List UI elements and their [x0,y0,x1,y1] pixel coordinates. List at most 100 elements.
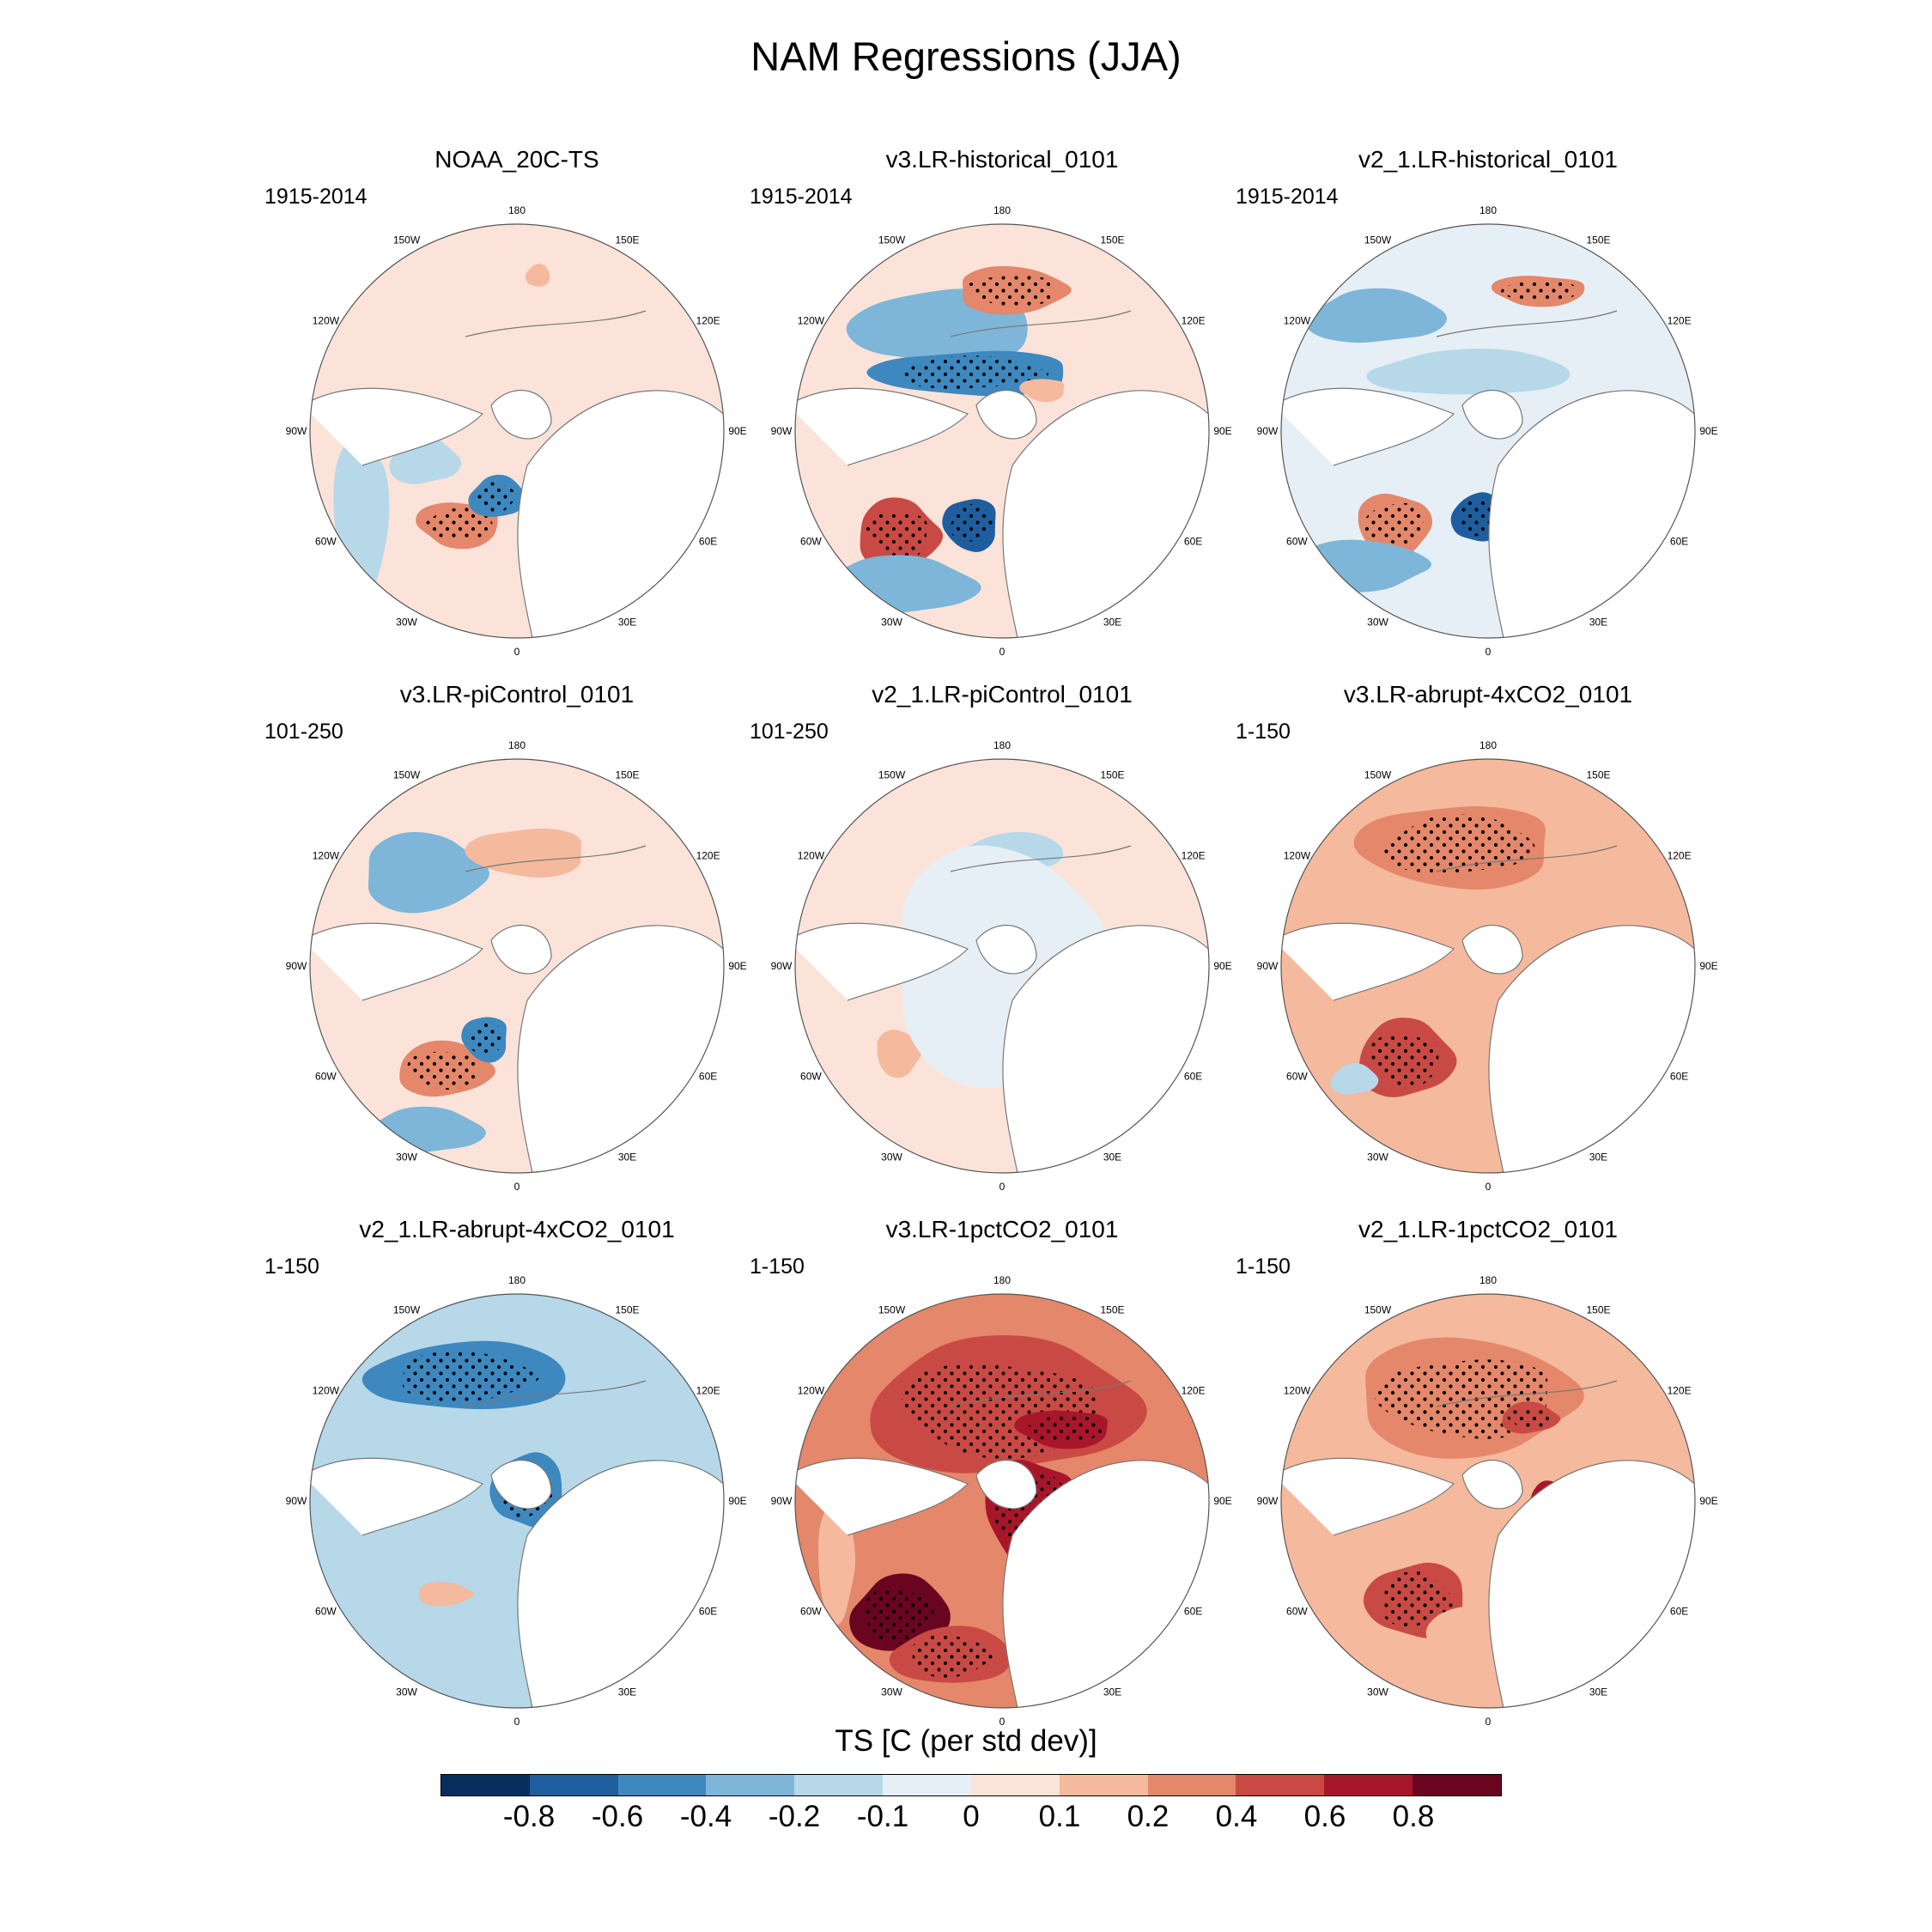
longitude-label: 60E [699,1606,717,1618]
land-mask [490,1460,552,1510]
longitude-label: 120W [313,850,340,862]
longitude-label: 150W [1364,234,1392,246]
colorbar-tick-label: 0.2 [1127,1800,1170,1833]
longitude-label: 120E [696,315,720,327]
significance-stipple [1369,1033,1439,1089]
map-panel-v21-abrupt: v2_1.LR-abrupt-4xCO2_0101 1-150 180 150E 120… [264,1216,757,1741]
significance-stipple [1364,502,1424,545]
significance-stipple [477,482,517,513]
longitude-label: 90E [728,1495,746,1507]
longitude-label: 30E [618,617,636,629]
longitude-label: 0 [1485,1716,1492,1728]
longitude-label: 150W [393,1303,421,1315]
longitude-label: 90W [771,425,793,437]
significance-stipple [407,1051,477,1091]
longitude-label: 120E [1668,850,1692,862]
map-panel-v3-hist: v3.LR-historical_0101 1915-2014 180 150E 120… [750,146,1242,671]
map-boundary [794,223,1210,639]
longitude-label: 60E [1670,1071,1688,1083]
panel-period: 101-250 [264,720,343,744]
significance-stipple [1507,1407,1550,1431]
longitude-label: 60W [315,1071,337,1083]
longitude-label: 30E [1589,617,1607,629]
longitude-label: 60W [800,1606,822,1618]
significance-stipple [901,355,1048,390]
polar-map: 180 150E 120E 90E 60E 30E 0 30W 60W 90W 120W 150W [286,204,747,658]
longitude-label: 30W [396,1686,417,1698]
longitude-label: 180 [1479,1274,1497,1286]
longitude-label: 150W [393,234,421,246]
land-mask [1281,1457,1455,1536]
land-mask [795,1457,969,1536]
anomaly-region [361,1618,498,1675]
longitude-label: 120W [313,1385,340,1397]
longitude-label: 0 [514,1716,520,1728]
longitude-label: 150E [1586,234,1610,246]
land-mask [795,922,969,1001]
longitude-label: 60W [800,536,822,548]
polar-map: 180 150E 120E 90E 60E 30E 0 30W 60W 90W 120W 150W [1257,739,1718,1193]
longitude-label: 90E [1213,960,1231,972]
significance-stipple [864,1588,934,1644]
longitude-label: 120E [1668,1385,1692,1397]
panel-period: 1-150 [1236,1255,1291,1279]
longitude-label: 30E [1589,1151,1607,1163]
colorbar-bin [794,1775,884,1795]
significance-stipple [865,512,927,561]
panel-period: 1-150 [264,1255,319,1279]
longitude-label: 30E [1103,1686,1121,1698]
colorbar-tick-label: 0.4 [1215,1800,1258,1833]
longitude-label: 150E [1586,769,1610,781]
significance-stipple [425,507,493,539]
coastline [950,845,1132,872]
panel-title: NOAA_20C-TS [434,146,599,173]
longitude-label: 150W [393,769,421,781]
longitude-label: 150E [1100,769,1124,781]
longitude-label: 180 [993,739,1011,751]
longitude-label: 90W [286,1495,307,1507]
land-mask [795,387,969,466]
colorbar-bin [1324,1775,1413,1795]
land-mask [1461,390,1523,440]
longitude-label: 30E [1103,1151,1121,1163]
map-panel-v3-abrupt: v3.LR-abrupt-4xCO2_0101 1-150 180 150E 120E 9… [1236,681,1728,1206]
longitude-label: 120W [313,315,340,327]
land-mask [1281,922,1455,1001]
significance-stipple [403,1351,540,1403]
coastline [950,310,1132,337]
map-panel-v21-hist: v2_1.LR-historical_0101 1915-2014 180 150E 1… [1236,146,1728,671]
anomaly-region [367,1415,551,1464]
panel-period: 1-150 [1236,720,1291,744]
coastline [950,1380,1132,1407]
longitude-label: 0 [999,1181,1005,1193]
longitude-label: 150W [1364,1303,1392,1315]
longitude-label: 90W [286,425,307,437]
longitude-label: 180 [993,1274,1011,1286]
colorbar-bin [1413,1775,1501,1795]
panel-title: v3.LR-abrupt-4xCO2_0101 [1343,681,1633,708]
significance-stipple [966,275,1053,307]
panel-period: 101-250 [750,720,829,744]
map-panel-v21-1pct: v2_1.LR-1pctCO2_0101 1-150 180 150E 120E 90E 6… [1236,1216,1728,1741]
longitude-label: 90W [1257,960,1279,972]
longitude-label: 90E [1213,1495,1231,1507]
colorbar [440,1774,1502,1796]
longitude-label: 150E [615,769,639,781]
longitude-label: 60E [1670,536,1688,548]
map-boundary [794,1293,1210,1709]
panel-title: v2_1.LR-1pctCO2_0101 [1358,1216,1618,1242]
longitude-label: 180 [1479,739,1497,751]
longitude-label: 60W [1286,536,1308,548]
longitude-label: 90E [728,960,746,972]
longitude-label: 30W [1367,617,1388,629]
coastline [1436,845,1618,872]
longitude-label: 150E [1586,1303,1610,1315]
longitude-label: 120E [696,1385,720,1397]
longitude-label: 150W [878,234,906,246]
longitude-label: 90E [728,425,746,437]
significance-stipple [912,1635,994,1678]
longitude-label: 0 [999,646,1005,658]
longitude-label: 120E [1182,315,1206,327]
colorbar-tick-label: -0.1 [856,1800,909,1833]
